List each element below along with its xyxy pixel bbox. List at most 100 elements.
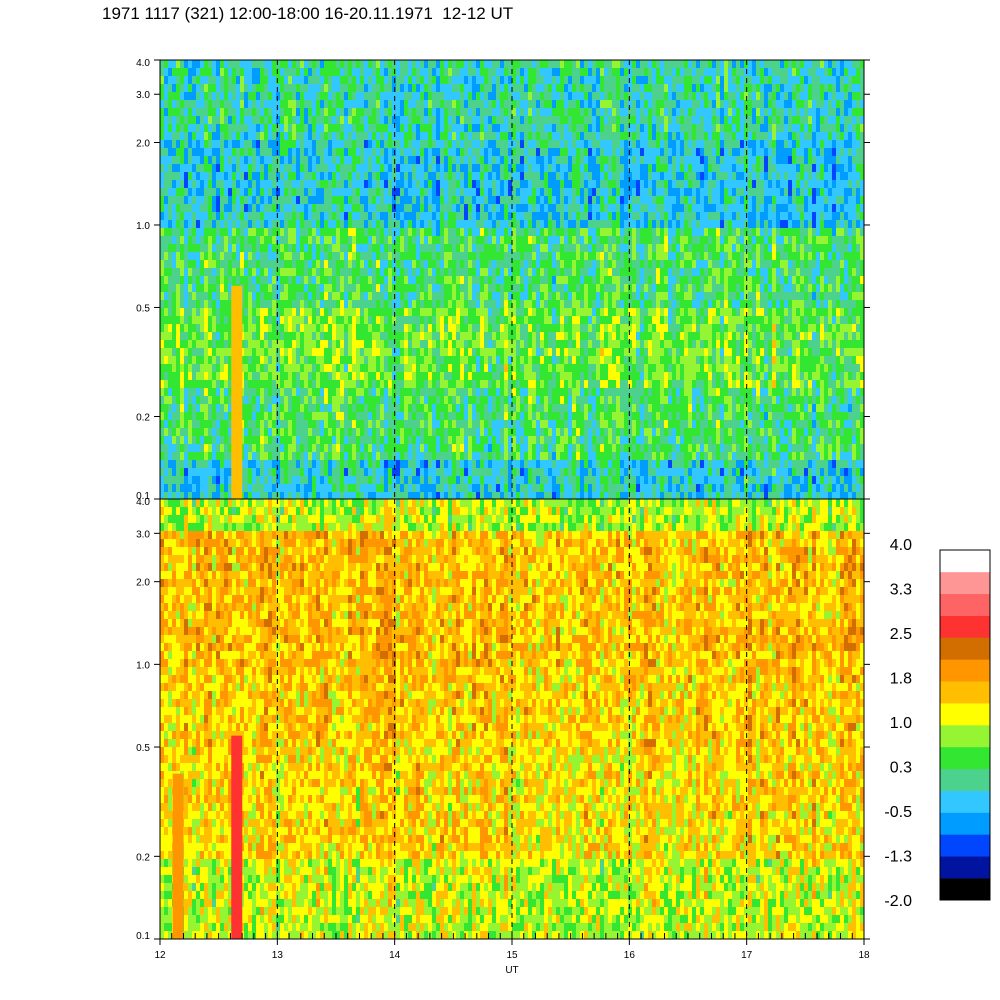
heatmap-cell <box>508 404 513 413</box>
heatmap-cell <box>248 68 253 77</box>
heatmap-cell <box>316 324 321 333</box>
heatmap-cell <box>508 372 513 381</box>
heatmap-cell <box>408 444 413 453</box>
heatmap-cell <box>332 380 337 389</box>
heatmap-cell <box>168 444 173 453</box>
heatmap-cell <box>292 148 297 157</box>
heatmap-cell <box>452 292 457 301</box>
heatmap-cell <box>272 268 277 277</box>
heatmap-cell <box>424 364 429 373</box>
heatmap-cell <box>520 220 525 229</box>
heatmap-cell <box>376 452 381 461</box>
heatmap-cell <box>256 268 261 277</box>
heatmap-cell <box>368 492 373 500</box>
heatmap-cell <box>176 164 181 173</box>
heatmap-cell <box>512 268 517 277</box>
heatmap-cell <box>420 476 425 485</box>
heatmap-cell <box>304 404 309 413</box>
heatmap-cell <box>192 148 197 157</box>
heatmap-cell <box>172 412 177 421</box>
heatmap-cell <box>320 404 325 413</box>
heatmap-cell <box>520 348 525 357</box>
heatmap-cell <box>160 244 165 253</box>
heatmap-cell <box>228 444 233 453</box>
heatmap-cell <box>428 76 433 85</box>
heatmap-cell <box>420 444 425 453</box>
heatmap-cell <box>484 332 489 341</box>
heatmap-cell <box>356 388 361 397</box>
heatmap-cell <box>420 388 425 397</box>
heatmap-cell <box>196 244 201 253</box>
heatmap-cell <box>340 116 345 125</box>
heatmap-cell <box>256 60 261 69</box>
heatmap-cell <box>224 276 229 285</box>
heatmap-cell <box>352 460 357 469</box>
heatmap-cell <box>268 420 273 429</box>
heatmap-cell <box>392 396 397 405</box>
heatmap-cell <box>200 204 205 213</box>
heatmap-cell <box>252 460 257 469</box>
heatmap-cell <box>316 476 321 485</box>
heatmap-cell <box>440 308 445 317</box>
heatmap-cell <box>516 180 521 189</box>
heatmap-cell <box>216 452 221 461</box>
heatmap-cell <box>428 116 433 125</box>
heatmap-cell <box>304 124 309 133</box>
heatmap-cell <box>360 316 365 325</box>
heatmap-cell <box>436 164 441 173</box>
heatmap-cell <box>436 172 441 181</box>
heatmap-cell <box>504 268 509 277</box>
heatmap-cell <box>296 244 301 253</box>
heatmap-cell <box>340 212 345 221</box>
heatmap-cell <box>416 292 421 301</box>
heatmap-cell <box>412 260 417 269</box>
heatmap-cell <box>160 228 165 237</box>
heatmap-cell <box>360 308 365 317</box>
heatmap-cell <box>336 356 341 365</box>
heatmap-cell <box>520 396 525 405</box>
heatmap-cell <box>440 132 445 141</box>
heatmap-cell <box>316 116 321 125</box>
heatmap-cell <box>368 76 373 85</box>
heatmap-cell <box>492 124 497 133</box>
heatmap-cell <box>512 284 517 293</box>
heatmap-cell <box>380 132 385 141</box>
heatmap-cell <box>252 444 257 453</box>
heatmap-cell <box>404 484 409 493</box>
heatmap-cell <box>172 196 177 205</box>
heatmap-cell <box>216 260 221 269</box>
heatmap-cell <box>488 380 493 389</box>
heatmap-cell <box>256 332 261 341</box>
heatmap-cell <box>204 324 209 333</box>
heatmap-cell <box>408 292 413 301</box>
heatmap-cell <box>456 252 461 261</box>
heatmap-cell <box>420 124 425 133</box>
heatmap-cell <box>380 284 385 293</box>
heatmap-cell <box>236 140 241 149</box>
heatmap-cell <box>388 84 393 93</box>
heatmap-cell <box>292 372 297 381</box>
heatmap-cell <box>444 60 449 69</box>
heatmap-cell <box>308 284 313 293</box>
heatmap-cell <box>236 260 241 269</box>
heatmap-cell <box>276 84 281 93</box>
heatmap-cell <box>272 388 277 397</box>
heatmap-cell <box>476 164 481 173</box>
heatmap-cell <box>232 196 237 205</box>
heatmap-cell <box>488 188 493 197</box>
heatmap-cell <box>252 180 257 189</box>
heatmap-cell <box>188 476 193 485</box>
heatmap-cell <box>344 380 349 389</box>
heatmap-cell <box>208 92 213 101</box>
heatmap-cell <box>352 60 357 69</box>
heatmap-cell <box>296 196 301 205</box>
heatmap-cell <box>316 484 321 493</box>
heatmap-cell <box>488 356 493 365</box>
heatmap-cell <box>204 420 209 429</box>
heatmap-cell <box>476 388 481 397</box>
heatmap-cell <box>448 212 453 221</box>
heatmap-cell <box>204 404 209 413</box>
heatmap-cell <box>484 324 489 333</box>
heatmap-cell <box>276 124 281 133</box>
heatmap-cell <box>184 76 189 85</box>
